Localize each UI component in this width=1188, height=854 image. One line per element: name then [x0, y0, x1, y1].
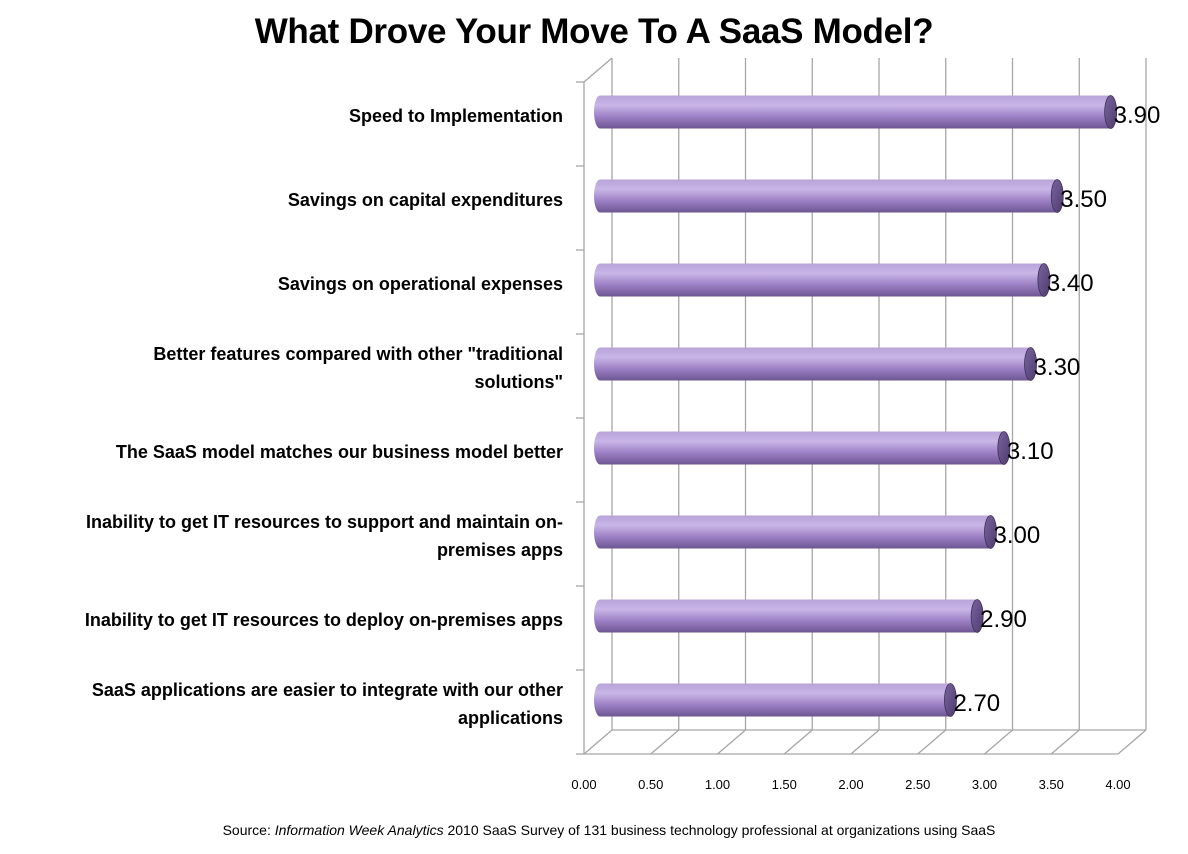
x-tick-label: 2.50 — [905, 777, 930, 792]
category-label: premises apps — [437, 540, 563, 560]
chart-title: What Drove Your Move To A SaaS Model? — [254, 12, 934, 51]
wall-top-edge — [583, 57, 613, 83]
category-label: applications — [458, 708, 563, 728]
x-tick-label: 4.00 — [1105, 777, 1130, 792]
gridline-floor — [583, 729, 613, 755]
gridline-floor — [783, 729, 813, 755]
bar — [594, 95, 1118, 129]
data-label: 3.90 — [1114, 102, 1161, 129]
gridline-floor — [850, 729, 880, 755]
bar-body — [594, 95, 1117, 129]
bar-end-cap — [997, 431, 1011, 465]
bar-end-cap — [970, 599, 984, 633]
x-tick-label: 1.50 — [772, 777, 797, 792]
bar-body — [594, 599, 984, 633]
bar — [594, 431, 1011, 465]
bar-body — [594, 515, 997, 549]
bar-body — [594, 263, 1050, 297]
data-label: 3.10 — [1007, 438, 1054, 465]
source-note: Source: Information Week Analytics 2010 … — [0, 822, 1188, 838]
source-suffix: 2010 SaaS Survey of 131 business technol… — [443, 822, 996, 838]
category-label: Better features compared with other "tra… — [153, 344, 563, 364]
gridline-floor — [1117, 729, 1147, 755]
category-label: The SaaS model matches our business mode… — [116, 442, 563, 462]
bar-body — [594, 347, 1037, 381]
gridline-floor — [1050, 729, 1080, 755]
x-tick-label: 0.00 — [571, 777, 596, 792]
bar-end-cap — [984, 515, 997, 549]
gridline-floor — [717, 729, 746, 755]
category-label: SaaS applications are easier to integrat… — [92, 680, 563, 700]
gridline-floor — [650, 729, 680, 755]
bar-end-cap — [1024, 347, 1037, 381]
data-label: 2.70 — [953, 690, 1000, 717]
bar — [594, 263, 1051, 297]
x-tick-label: 3.50 — [1039, 777, 1064, 792]
category-label: Savings on capital expenditures — [288, 190, 563, 210]
x-tick-label: 0.50 — [638, 777, 663, 792]
x-tick-label: 3.00 — [972, 777, 997, 792]
category-label: solutions" — [474, 372, 563, 392]
gridline-floor — [917, 729, 947, 755]
bar-body — [594, 431, 1010, 465]
category-label: Savings on operational expenses — [278, 274, 563, 294]
bar — [594, 515, 997, 549]
bar-body — [594, 683, 957, 717]
data-label: 3.00 — [994, 522, 1041, 549]
data-label: 2.90 — [980, 606, 1027, 633]
bar — [594, 683, 957, 717]
data-label: 3.50 — [1060, 186, 1107, 213]
bar-end-cap — [1050, 179, 1064, 213]
source-prefix: Source: — [222, 822, 275, 838]
category-label: Inability to get IT resources to deploy … — [85, 610, 563, 630]
category-label: Speed to Implementation — [349, 106, 563, 126]
bar — [594, 599, 984, 633]
bar — [594, 179, 1064, 213]
category-label: Inability to get IT resources to support… — [86, 512, 563, 532]
data-label: 3.30 — [1034, 354, 1081, 381]
bar-end-cap — [944, 683, 957, 717]
x-tick-label: 1.00 — [705, 777, 730, 792]
source-publication: Information Week Analytics — [274, 822, 444, 838]
bar-end-cap — [1104, 95, 1118, 129]
x-tick-label: 2.00 — [838, 777, 863, 792]
bar-body — [594, 179, 1064, 213]
data-label: 3.40 — [1047, 270, 1094, 297]
bar — [594, 347, 1037, 381]
bar-end-cap — [1037, 263, 1051, 297]
gridline-floor — [984, 729, 1013, 755]
